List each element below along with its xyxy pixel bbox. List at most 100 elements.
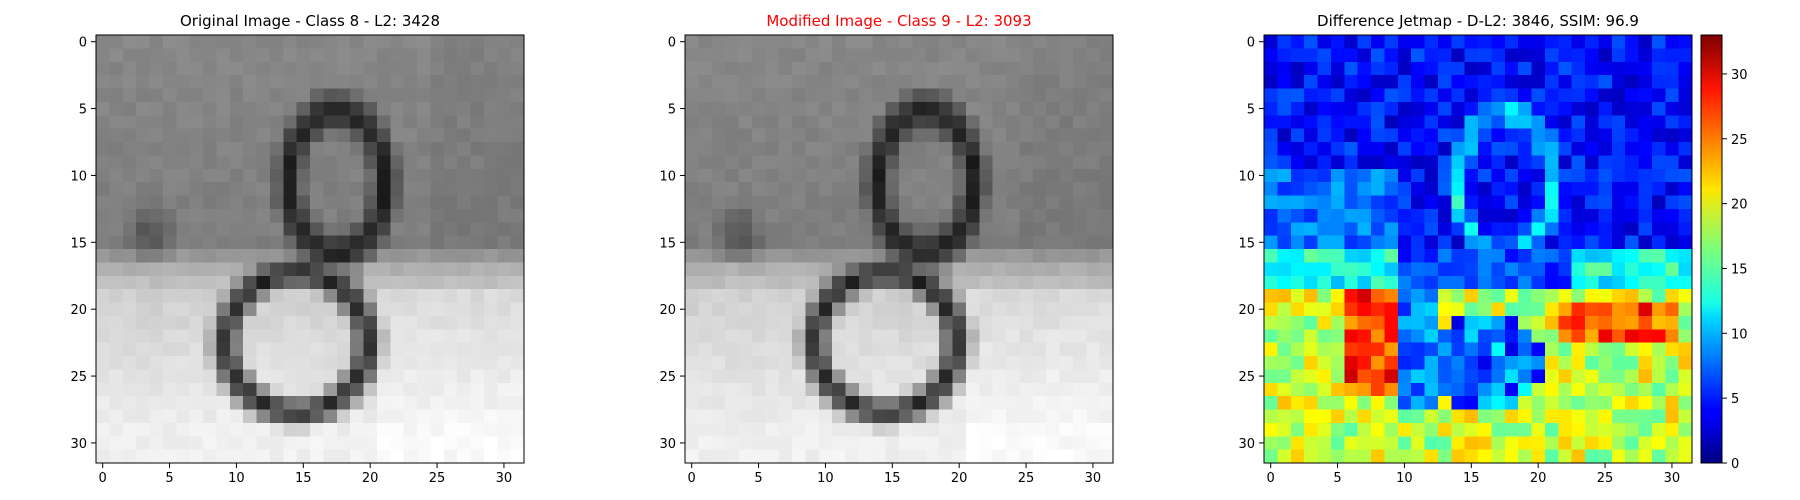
heatmap-cell: [1437, 289, 1452, 303]
heatmap-cell: [203, 208, 217, 223]
heatmap-cell: [417, 208, 431, 223]
heatmap-cell: [845, 436, 860, 451]
heatmap-cell: [483, 208, 498, 223]
heatmap-cell: [1072, 168, 1087, 183]
heatmap-cell: [283, 249, 298, 263]
heatmap-cell: [792, 101, 806, 116]
heatmap-cell: [149, 329, 164, 344]
heatmap-cells: [96, 35, 525, 464]
heatmap-cell: [1598, 329, 1613, 344]
heatmap-cell: [296, 449, 311, 464]
heatmap-cell: [443, 289, 458, 303]
heatmap-cell: [1611, 88, 1626, 103]
heatmap-cell: [1277, 396, 1292, 410]
heatmap-cell: [1006, 329, 1020, 344]
heatmap-cell: [243, 168, 257, 183]
heatmap-cell: [336, 315, 351, 330]
heatmap-cell: [310, 101, 324, 116]
heatmap-cell: [751, 449, 766, 464]
heatmap-cell: [1264, 88, 1278, 103]
heatmap-cell: [350, 48, 364, 63]
heatmap-cell: [965, 142, 980, 156]
heatmap-cell: [470, 182, 485, 196]
heatmap-cell: [149, 382, 164, 397]
heatmap-cell: [363, 235, 378, 250]
heatmap-cell: [818, 382, 833, 397]
heatmap-cell: [350, 436, 364, 451]
heatmap-cell: [1491, 182, 1506, 196]
heatmap-cell: [136, 101, 150, 116]
heatmap-cell: [738, 195, 753, 210]
heatmap-cell: [296, 48, 311, 63]
heatmap-cell: [952, 356, 967, 370]
heatmap-cell: [136, 155, 150, 170]
heatmap-cell: [1437, 449, 1452, 464]
heatmap-cell: [1099, 115, 1114, 130]
heatmap-cell: [443, 329, 458, 344]
heatmap-cell: [417, 35, 431, 49]
heatmap-cell: [858, 195, 873, 210]
heatmap-cell: [992, 168, 1007, 183]
heatmap-cell: [1072, 262, 1087, 277]
heatmap-cell: [1598, 396, 1613, 410]
heatmap-cell: [243, 88, 257, 103]
heatmap-cell: [992, 142, 1007, 156]
heatmap-cell: [470, 208, 485, 223]
heatmap-cell: [1504, 155, 1519, 170]
heatmap-cell: [1290, 422, 1305, 437]
heatmap-cell: [336, 249, 351, 263]
heatmap-cell: [805, 262, 820, 277]
heatmap-cell: [162, 75, 177, 89]
heatmap-cell: [96, 35, 110, 49]
heatmap-cell: [162, 329, 177, 344]
heatmap-cell: [899, 208, 913, 223]
heatmap-cell: [1464, 249, 1479, 263]
heatmap-cell: [430, 182, 445, 196]
heatmap-cell: [845, 155, 860, 170]
heatmap-cell: [1678, 128, 1693, 143]
heatmap-cell: [992, 315, 1007, 330]
heatmap-cell: [417, 329, 431, 344]
heatmap-cell: [992, 342, 1007, 357]
heatmap-cell: [1638, 315, 1653, 330]
heatmap-cell: [443, 449, 458, 464]
heatmap-cell: [203, 168, 217, 183]
heatmap-cell: [1330, 302, 1345, 317]
heatmap-cell: [417, 182, 431, 196]
heatmap-cell: [912, 235, 927, 250]
heatmap-cell: [1491, 249, 1506, 263]
heatmap-cell: [1638, 382, 1653, 397]
heatmap-cell: [176, 249, 191, 263]
heatmap-cell: [832, 342, 846, 357]
heatmap-cell: [1397, 409, 1412, 424]
heatmap-cell: [711, 235, 726, 250]
heatmap-cell: [1464, 235, 1479, 250]
heatmap-cell: [778, 342, 793, 357]
heatmap-cell: [738, 342, 753, 357]
heatmap-cell: [725, 75, 739, 89]
heatmap-cell: [243, 101, 257, 116]
heatmap-cell: [1638, 48, 1653, 63]
heatmap-cell: [765, 382, 780, 397]
heatmap-cell: [350, 128, 364, 143]
heatmap-cell: [1046, 88, 1060, 103]
heatmap-cell: [122, 342, 137, 357]
heatmap-cell: [417, 396, 431, 410]
heatmap-cell: [390, 249, 405, 263]
heatmap-cell: [483, 168, 498, 183]
heatmap-cell: [189, 155, 204, 170]
heatmap-cell: [1357, 289, 1372, 303]
heatmap-cell: [1638, 128, 1653, 143]
heatmap-cell: [1072, 449, 1087, 464]
heatmap-cell: [283, 329, 298, 344]
heatmap-cell: [336, 195, 351, 210]
heatmap-cell: [1099, 155, 1114, 170]
heatmap-cell: [992, 436, 1007, 451]
heatmap-cell: [1384, 396, 1399, 410]
heatmap-cell: [1638, 182, 1653, 196]
heatmap-cell: [310, 409, 324, 424]
heatmap-cell: [912, 128, 927, 143]
heatmap-cell: [363, 35, 378, 49]
heatmap-cell: [1491, 88, 1506, 103]
heatmap-cell: [1625, 155, 1639, 170]
